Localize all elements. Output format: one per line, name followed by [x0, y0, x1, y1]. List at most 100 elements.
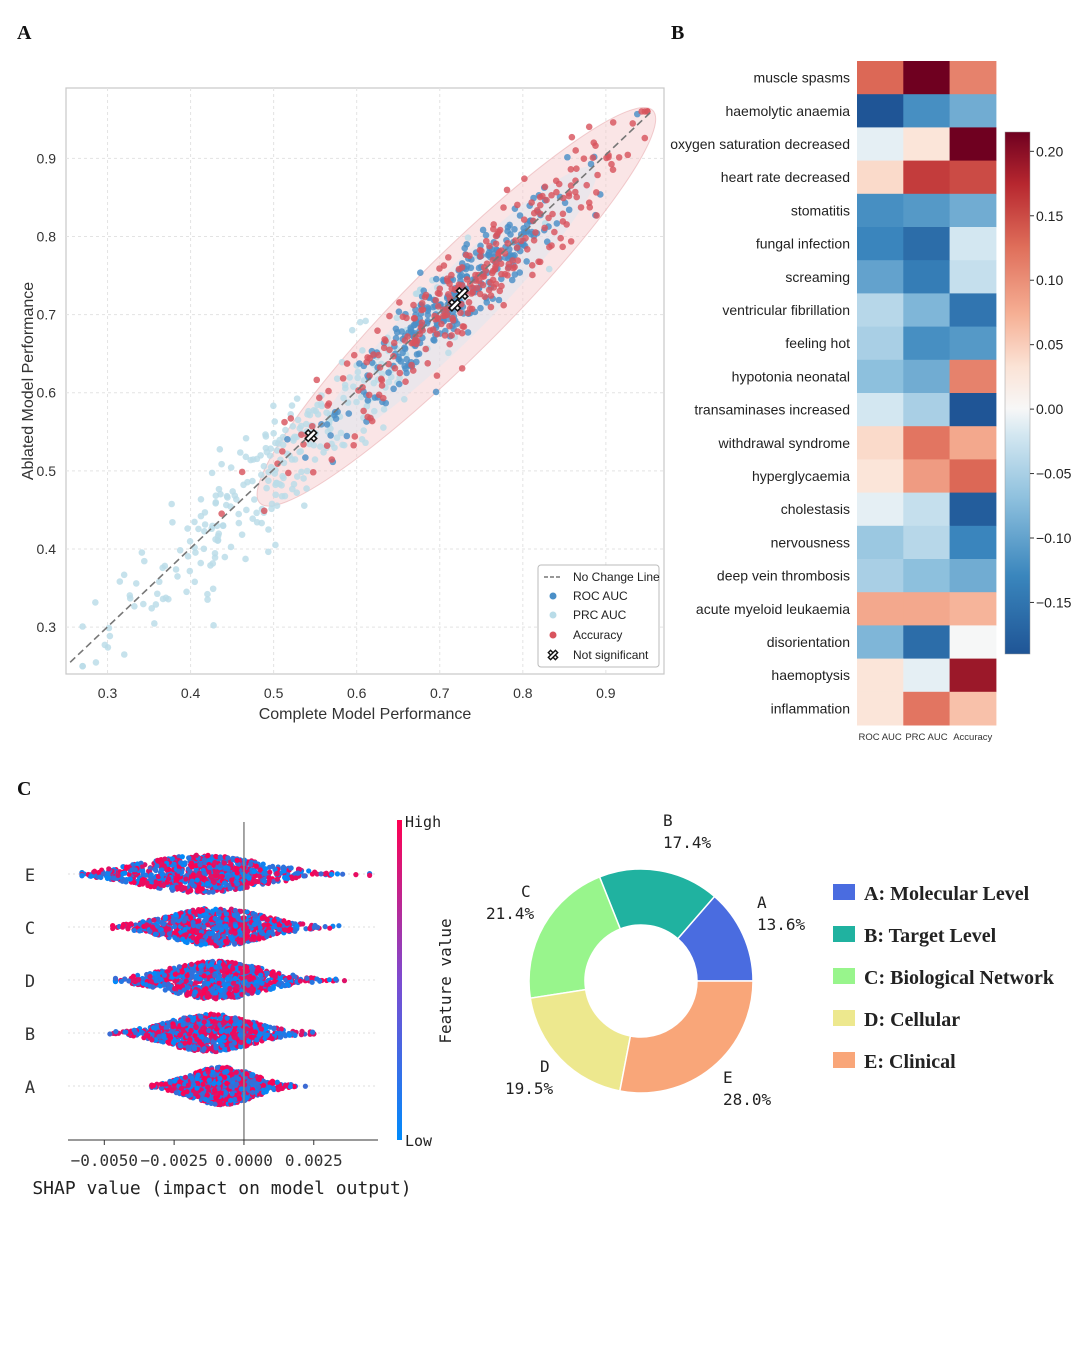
shap-point — [160, 921, 167, 927]
shap-point — [153, 867, 159, 874]
shap-point — [232, 975, 238, 982]
heatmap-column-label: ROC AUC — [859, 732, 902, 743]
shap-point — [238, 1039, 244, 1046]
scatter-point-accuracy — [504, 272, 511, 279]
scatter-point-roc-auc — [504, 223, 512, 231]
scatter-point-accuracy — [436, 265, 443, 272]
scatter-point-accuracy — [572, 147, 579, 154]
scatter-point-roc-auc — [463, 240, 471, 248]
shap-point — [267, 986, 273, 992]
scatter-point-prc-auc — [209, 585, 217, 593]
heatmap-cell — [949, 193, 997, 228]
shap-point — [88, 873, 94, 879]
scatter-point-accuracy — [608, 160, 615, 168]
shap-point — [249, 975, 255, 981]
shap-point — [284, 981, 291, 987]
scatter-point-accuracy — [385, 360, 392, 368]
scatter-point-prc-auc — [353, 398, 360, 406]
heatmap-cell — [949, 525, 997, 560]
shap-point — [191, 909, 197, 915]
scatter-point-prc-auc — [363, 402, 371, 410]
heatmap-cell — [903, 61, 951, 95]
shap-point — [212, 915, 218, 922]
shap-point — [169, 884, 175, 890]
heatmap-cell — [949, 658, 997, 693]
shap-point — [212, 869, 219, 875]
scatter-point-prc-auc — [333, 434, 341, 441]
scatter-point-prc-auc — [191, 578, 199, 586]
shap-point — [254, 983, 260, 989]
scatter-point-accuracy — [462, 251, 470, 259]
shap-point — [190, 929, 196, 935]
shap-point — [154, 863, 160, 869]
scatter-point-prc-auc — [310, 441, 318, 449]
scatter-point-roc-auc — [508, 276, 516, 284]
heatmap-row-label: fungal infection — [756, 236, 850, 252]
shap-point — [194, 973, 200, 979]
shap-point — [197, 963, 204, 969]
scatter-point-prc-auc — [362, 317, 369, 325]
y-tick-label: 0.9 — [37, 150, 57, 166]
shap-point — [165, 1024, 171, 1030]
shap-point — [166, 931, 173, 937]
scatter-point-prc-auc — [412, 290, 420, 298]
scatter-point-accuracy — [528, 262, 536, 269]
scatter-point-prc-auc — [378, 370, 386, 378]
shap-point — [162, 987, 168, 993]
shap-point — [240, 979, 246, 986]
shap-point — [261, 878, 268, 884]
scatter-point-accuracy — [479, 281, 487, 289]
scatter-point-prc-auc — [274, 440, 282, 447]
scatter-point-prc-auc — [393, 314, 401, 322]
scatter-point-accuracy — [486, 242, 493, 250]
shap-point — [237, 886, 243, 892]
shap-point — [254, 968, 260, 974]
shap-point — [233, 923, 239, 929]
shap-point — [256, 873, 263, 879]
scatter-point-accuracy — [504, 240, 511, 247]
scatter-point-roc-auc — [432, 388, 440, 396]
not-significant-marker — [447, 298, 462, 312]
scatter-point-prc-auc — [270, 402, 277, 410]
scatter-point-accuracy — [323, 442, 331, 449]
shap-point — [228, 1019, 234, 1025]
scatter-point-prc-auc — [385, 378, 393, 386]
scatter-point-accuracy — [436, 285, 444, 292]
shap-point — [149, 924, 156, 930]
heatmap-cell — [903, 393, 951, 427]
shap-point — [214, 1026, 220, 1032]
scatter-point-roc-auc — [516, 269, 524, 276]
scatter-point-prc-auc — [271, 418, 279, 425]
shap-point — [301, 873, 307, 879]
shap-point — [334, 871, 341, 877]
shap-point — [182, 939, 188, 945]
scatter-point-prc-auc — [278, 492, 286, 500]
scatter-point-accuracy — [313, 376, 321, 384]
x-tick-label: 0.4 — [181, 685, 201, 701]
shap-point — [155, 858, 161, 864]
scatter-point-prc-auc — [356, 318, 364, 326]
scatter-point-accuracy — [443, 275, 451, 282]
shap-point — [246, 875, 252, 881]
shap-point — [143, 1032, 149, 1038]
scatter-point-roc-auc — [395, 380, 403, 388]
scatter-point-prc-auc — [152, 601, 160, 608]
scatter-point-accuracy — [551, 228, 558, 236]
shap-point — [156, 1033, 162, 1040]
scatter-point-accuracy — [432, 296, 440, 304]
scatter-point-accuracy — [374, 327, 381, 334]
x-tick-label: 0.7 — [430, 685, 450, 701]
scatter-point-prc-auc — [221, 553, 229, 561]
scatter-point-prc-auc — [293, 395, 301, 402]
shap-point — [173, 912, 179, 918]
shap-point — [180, 1022, 186, 1028]
scatter-point-accuracy — [583, 181, 591, 189]
heatmap-row-label: nervousness — [771, 534, 850, 550]
scatter-point-accuracy — [378, 376, 386, 384]
scatter-point-accuracy — [469, 284, 476, 292]
scatter-point-prc-auc — [303, 485, 310, 492]
shap-point — [255, 989, 261, 996]
shap-point — [240, 915, 246, 921]
shap-point — [213, 933, 219, 939]
scatter-point-prc-auc — [296, 448, 303, 456]
